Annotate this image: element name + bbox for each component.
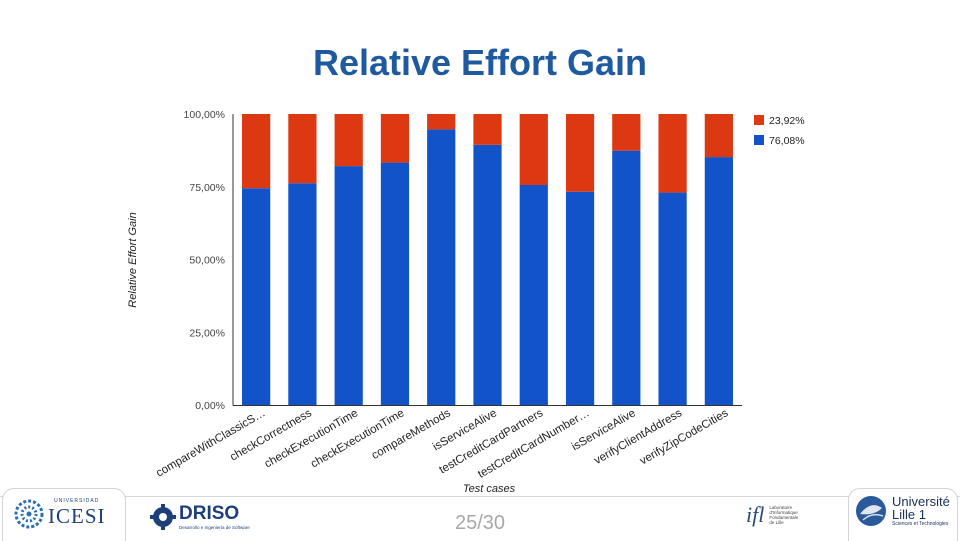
x-axis-title: Test cases xyxy=(463,483,516,495)
bar-segment-s1-c9 xyxy=(658,114,687,193)
lille1-name-line-1: Université xyxy=(892,494,950,509)
y-axis-title: Relative Effort Gain xyxy=(127,212,139,307)
x-category-labels: compareWithClassicS…checkCorrectnesschec… xyxy=(154,407,730,481)
bar-segment-s1-c3 xyxy=(380,114,410,163)
driso-name: DRISO xyxy=(179,503,240,524)
icesi-small-text: UNIVERSIDAD xyxy=(54,498,100,504)
bar-segment-s1-c7 xyxy=(565,114,595,192)
y-tick-label-4: 100,00% xyxy=(184,109,225,121)
bar-segment-s1-c1 xyxy=(288,114,317,184)
bar-segment-s0-c3 xyxy=(380,162,410,405)
bar-segment-s0-c0 xyxy=(242,188,271,405)
axes-group xyxy=(232,114,742,406)
ifl-sub-line-2: d'Informatique xyxy=(769,510,798,515)
y-tick-label-3: 75,00% xyxy=(189,182,225,194)
bar-segment-s1-c10 xyxy=(704,114,733,158)
bar-segment-s0-c9 xyxy=(658,192,687,405)
lille1-subtitle: Sciences et Technologies xyxy=(892,521,949,527)
ifl-sub-line-1: Laboratoire xyxy=(769,505,793,510)
bar-segment-s0-c6 xyxy=(519,185,548,405)
bar-segment-s1-c8 xyxy=(612,114,641,151)
lille1-globe-icon xyxy=(856,496,886,526)
legend-swatch-1 xyxy=(754,135,764,145)
stacked-bar-chart: 0,00% 25,00% 50,00% 75,00% 100,00% compareWi… xyxy=(127,109,805,495)
bar-segment-s0-c5 xyxy=(473,144,502,405)
bar-segment-s0-c2 xyxy=(334,166,363,405)
bar-segment-s0-c4 xyxy=(427,129,456,406)
y-tick-label-2: 50,00% xyxy=(189,255,225,267)
bars-group xyxy=(242,114,733,406)
slide-title: Relative Effort Gain xyxy=(312,42,648,83)
icesi-name: ICESI xyxy=(48,504,106,528)
legend-label-1: 76,08% xyxy=(769,135,805,147)
x-category-label-10: verifyZipCodeCities xyxy=(638,407,731,467)
bar-segment-s1-c6 xyxy=(519,114,548,185)
driso-subtitle: Desarrollo e Ingeniería de Software xyxy=(179,525,250,530)
icesi-logo: UNIVERSIDAD ICESI xyxy=(14,498,106,529)
ifl-name: ifl xyxy=(746,502,765,527)
ifl-sub-line-4: de Lille xyxy=(769,520,784,525)
legend: 23,92% 76,08% xyxy=(754,115,805,147)
bar-segment-s1-c5 xyxy=(473,114,502,145)
driso-logo: DRISO Desarrollo e Ingeniería de Softwar… xyxy=(150,503,250,530)
bar-segment-s0-c7 xyxy=(565,191,595,405)
bar-segment-s0-c10 xyxy=(704,157,733,405)
ifl-sub-line-3: Fondamentale xyxy=(769,515,799,520)
legend-label-0: 23,92% xyxy=(769,115,805,127)
page-number: 25/30 xyxy=(454,512,506,534)
y-tick-labels: 0,00% 25,00% 50,00% 75,00% 100,00% xyxy=(184,109,225,412)
driso-gear-icon xyxy=(150,503,176,530)
bar-segment-s1-c4 xyxy=(427,114,456,130)
footer-divider xyxy=(0,496,960,497)
x-category-label-4: compareMethods xyxy=(370,407,453,462)
legend-swatch-0 xyxy=(754,115,764,125)
y-tick-label-0: 0,00% xyxy=(195,400,225,412)
lille1-logo: Université Lille 1 Sciences et Technolog… xyxy=(854,494,950,528)
bar-segment-s0-c1 xyxy=(288,183,317,405)
bar-segment-s0-c8 xyxy=(612,150,641,405)
lille1-name-line-2: Lille 1 xyxy=(892,507,926,522)
ifl-logo: ifl Laboratoire d'Informatique Fondament… xyxy=(746,502,798,528)
bar-segment-s1-c0 xyxy=(242,114,271,189)
y-tick-label-1: 25,00% xyxy=(189,327,225,339)
icesi-emblem-icon xyxy=(14,499,44,528)
bar-segment-s1-c2 xyxy=(334,114,363,167)
